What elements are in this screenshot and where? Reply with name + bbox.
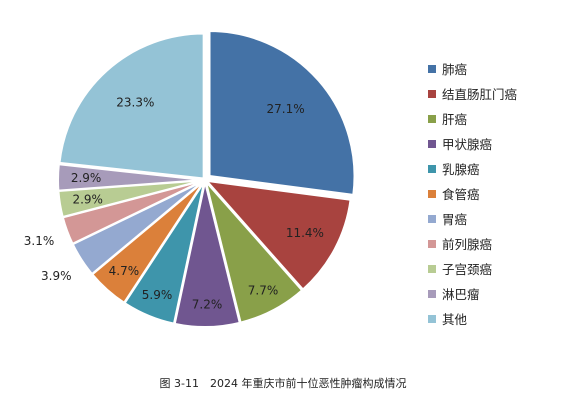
data-label-1: 11.4% (286, 226, 324, 240)
data-label-7: 3.1% (24, 234, 55, 248)
legend-swatch-5 (428, 190, 436, 198)
legend-label-8: 子宫颈癌 (442, 262, 492, 277)
legend-label-0: 肺癌 (442, 62, 467, 77)
legend-label-6: 胃癌 (442, 212, 467, 227)
legend-label-2: 肝癌 (442, 112, 467, 127)
legend-label-7: 前列腺癌 (442, 237, 492, 252)
data-label-2: 7.7% (248, 283, 279, 297)
data-label-4: 5.9% (142, 288, 173, 302)
data-labels: 27.1% 11.4% 7.7% 7.2% 5.9%4.7% 3.9% 3.1% 2.9% 2.… (24, 95, 324, 311)
legend-label-4: 乳腺癌 (442, 162, 480, 177)
chart-caption: 图 3-11 2024 年重庆市前十位恶性肿瘤构成情况 (160, 376, 407, 390)
legend-label-1: 结直肠肛门癌 (442, 87, 517, 102)
pie-slice-1 (204, 179, 352, 291)
legend-label-5: 食管癌 (442, 187, 480, 202)
data-label-8: 2.9% (72, 193, 103, 207)
data-label-3: 7.2% (192, 298, 223, 312)
legend-swatch-4 (428, 165, 436, 173)
legend-swatch-1 (428, 90, 436, 98)
legend-label-10: 其他 (442, 312, 468, 327)
pie-slices (57, 30, 356, 328)
data-label-0: 27.1% (267, 102, 305, 116)
legend-swatch-10 (428, 315, 436, 323)
pie-slice-0 (208, 30, 356, 196)
legend-swatch-2 (428, 115, 436, 123)
data-label-6: 3.9% (41, 269, 72, 283)
legend-swatch-8 (428, 265, 436, 273)
data-label-10: 23.3% (116, 95, 154, 109)
legend-swatch-6 (428, 215, 436, 223)
legend-swatch-7 (428, 240, 436, 248)
legend-swatch-3 (428, 140, 436, 148)
legend-label-3: 甲状腺癌 (442, 137, 492, 152)
legend-label-9: 淋巴瘤 (442, 287, 480, 302)
pie-slice-9 (57, 163, 204, 192)
pie-slice-10 (58, 32, 205, 180)
data-label-5: 4.7% (109, 264, 140, 278)
data-label-9: 2.9% (71, 171, 102, 185)
legend-swatch-9 (428, 290, 436, 298)
legend-swatch-0 (428, 65, 436, 73)
